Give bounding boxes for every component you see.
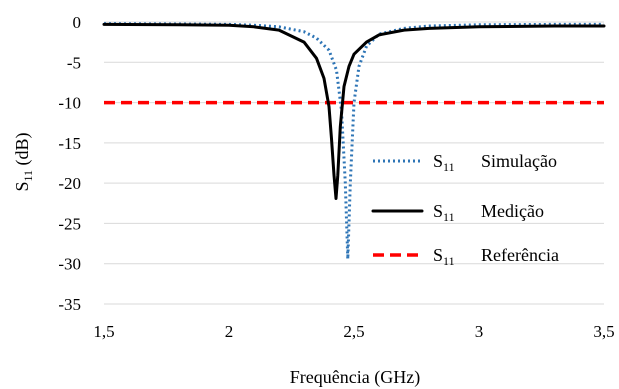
x-tick-label: 2,5 (343, 322, 364, 341)
series-lines (102, 22, 606, 261)
y-tick-label: -15 (58, 134, 81, 153)
legend-label-name: Medição (481, 201, 544, 221)
gridlines (104, 21, 604, 305)
x-axis-title: Frequência (GHz) (290, 367, 420, 388)
legend: S11 Simulação S11 Medição S11 Referência (371, 151, 559, 268)
x-tick-label: 1,5 (93, 322, 114, 341)
legend-label-symbol: S11 (433, 151, 455, 174)
y-tick-label: 0 (73, 13, 82, 32)
legend-label-name: Referência (481, 245, 559, 265)
legend-label-symbol: S11 (433, 201, 455, 224)
y-axis-title-subscript: 11 (21, 170, 35, 182)
y-axis-title: S11 (dB) (12, 132, 35, 191)
series-line-solid (102, 22, 606, 200)
y-tick-labels: 0 -5 -10 -15 -20 -25 -30 -35 (58, 13, 81, 314)
y-tick-label: -5 (67, 53, 81, 72)
y-axis-title-main: S (12, 182, 32, 192)
x-tick-label: 2 (225, 322, 234, 341)
x-tick-label: 3,5 (593, 322, 614, 341)
legend-label-name: Simulação (481, 151, 557, 171)
y-tick-label: -20 (58, 174, 81, 193)
y-tick-label: -35 (58, 295, 81, 314)
x-tick-labels: 1,5 2 2,5 3 3,5 (93, 322, 614, 341)
y-tick-label: -10 (58, 94, 81, 113)
y-tick-label: -25 (58, 214, 81, 233)
legend-label-symbol: S11 (433, 245, 455, 268)
y-tick-label: -30 (58, 255, 81, 274)
y-axis-title-unit: (dB) (12, 132, 33, 170)
x-tick-label: 3 (475, 322, 484, 341)
